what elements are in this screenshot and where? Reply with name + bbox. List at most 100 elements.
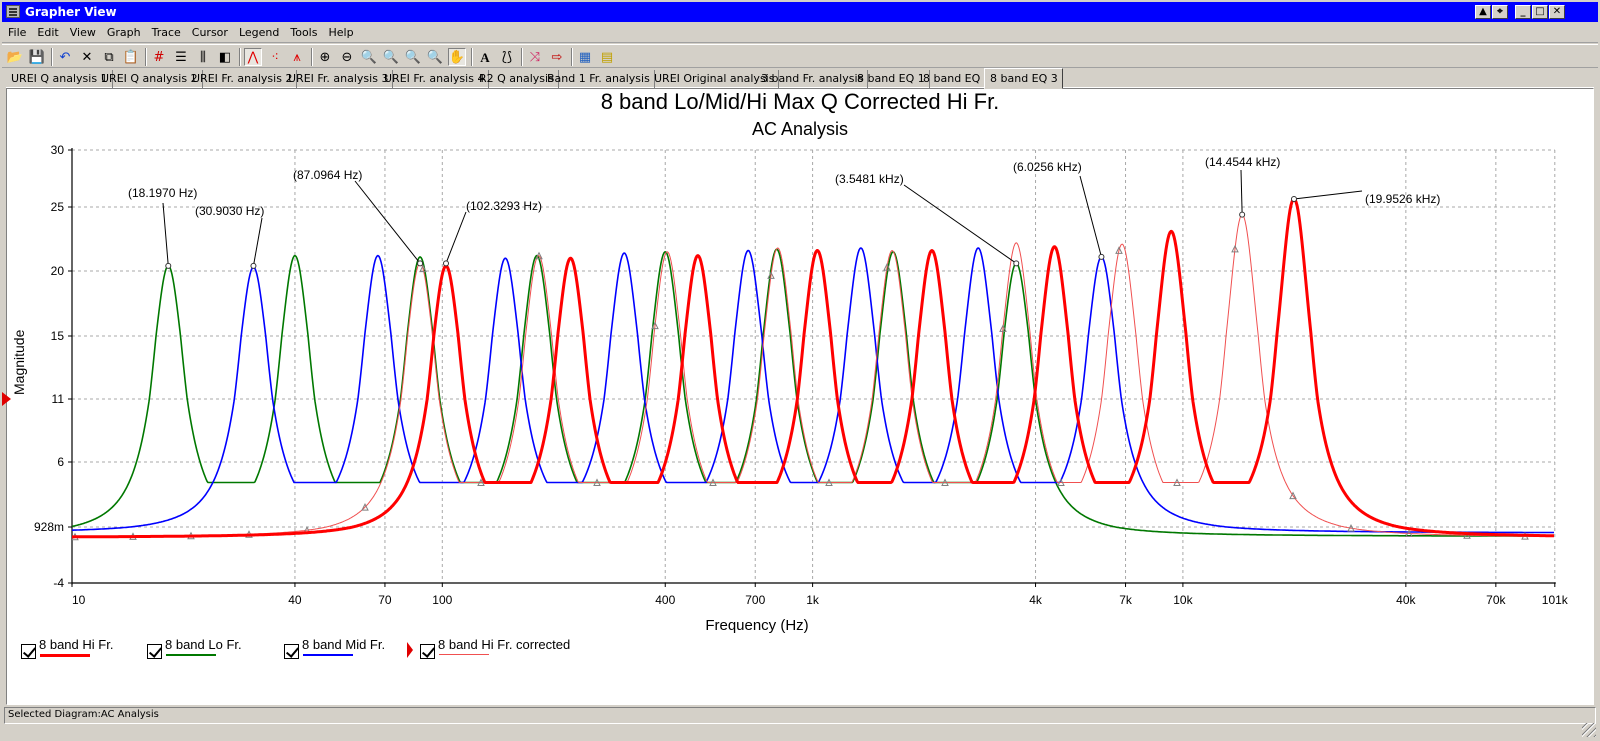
menu-cursor[interactable]: Cursor [191,26,228,39]
legend-checkbox[interactable] [420,644,435,659]
menu-file[interactable]: File [8,26,27,39]
trace-marker [593,478,601,487]
tab-8-band-eq-1[interactable]: 8 band EQ 1 [852,70,930,88]
cursor-button[interactable]: ⤨ [526,48,544,66]
legend-checkbox[interactable] [147,644,162,659]
plot-area[interactable]: 30 25 20 15 11 6 928m -4 10 40 70 100 400 700 1k 4k 7k 10… [7,89,1595,706]
close-button[interactable]: ✕ [1549,5,1565,19]
legend-label[interactable]: 8 band Mid Fr. [302,637,386,652]
cursor-annotation[interactable]: (14.4544 kHz) [1205,155,1280,218]
lines-points-mode-button[interactable]: ⩚ [288,48,306,66]
lines-mode-button[interactable]: ⋀ [244,48,262,66]
x-tick-label: 40k [1396,593,1416,607]
annotation-label: (19.9526 kHz) [1365,192,1440,206]
zoom-full-button[interactable]: 🔍 [360,48,378,66]
zoom-area-button[interactable]: 🔍 [382,48,400,66]
legend-swatch [439,654,489,655]
x-tick-label: 70 [378,593,392,607]
trace-8-band-hi-fr-corrected[interactable] [72,214,1554,538]
tab-urei-original-analysis[interactable]: UREI Original analysis [649,70,780,88]
annotation-point [417,260,424,267]
cursor-annotation[interactable]: (6.0256 kHz) [1013,160,1105,260]
toggle-legend-button[interactable]: ☰ [172,48,190,66]
cursor-annotation[interactable]: (18.1970 Hz) [128,186,197,269]
legend-label[interactable]: 8 band Hi Fr. corrected [438,637,571,652]
plot-properties-button[interactable]: ⫼ [194,48,212,66]
cursor-annotation[interactable]: (87.0964 Hz) [293,168,424,267]
plot-properties-icon: ⫼ [200,49,206,65]
cursor-annotation[interactable]: (102.3293 Hz) [443,199,543,267]
maximize-button[interactable]: □ [1532,5,1548,19]
tab-urei-fr-analysis-4[interactable]: UREI Fr. analysis 4 [379,70,490,88]
window-title: Grapher View [25,5,117,19]
legend-checkbox[interactable] [284,644,299,659]
menu-edit[interactable]: Edit [37,26,59,39]
zoom-in-button[interactable]: ⊕ [316,48,334,66]
cursor-annotation[interactable]: (19.9526 kHz) [1290,190,1440,206]
annotation-label: (6.0256 kHz) [1013,160,1082,174]
save-button[interactable]: 💾 [28,48,46,66]
annotation-point [1013,260,1020,267]
open-button[interactable]: 📂 [6,48,24,66]
menu-view[interactable]: View [69,26,96,39]
tab-band-1-fr-analysis[interactable]: Band 1 Fr. analysis [542,70,655,88]
annotation-label: (30.9030 Hz) [195,204,264,218]
cursor-annotation[interactable]: (30.9030 Hz) [195,204,264,269]
active-trace-marker[interactable] [2,392,11,406]
pan-hand-button[interactable]: ✋ [448,48,466,66]
tab-urei-fr-analysis-2[interactable]: UREI Fr. analysis 2 [187,70,298,88]
tab-r2-q-analysis[interactable]: R2 Q analysis [474,70,559,88]
menu-tools[interactable]: Tools [290,26,318,39]
tab-urei-fr-analysis-3[interactable]: UREI Fr. analysis 3 [283,70,394,88]
copy-button[interactable]: ⧉ [100,48,118,66]
black-white-button[interactable]: ◧ [216,48,234,66]
menu-help[interactable]: Help [328,26,354,39]
zoom-out-button[interactable]: ⊖ [338,48,356,66]
menu-legend[interactable]: Legend [238,26,280,39]
tab-urei-q-analysis-2[interactable]: UREI Q analysis 2 [96,70,203,88]
app-icon [6,5,20,18]
zoom-x-button[interactable]: 🔍 [404,48,422,66]
add-text-button[interactable]: A [476,48,494,66]
x-tick-label: 10 [72,593,86,607]
zoom-y-button[interactable]: 🔍 [426,48,444,66]
chart-subtitle: AC Analysis [751,119,849,139]
delete-button[interactable]: ✕ [78,48,96,66]
copy-table-button[interactable]: ▤ [598,48,616,66]
restore-up-button[interactable]: ▲ [1475,5,1491,19]
pin-button[interactable]: ⌖ [1492,5,1508,19]
trace-marker [1231,244,1239,253]
x-tick-label: 100 [432,593,452,607]
trace-8-band-lo-fr[interactable] [72,248,1554,537]
tab-urei-q-analysis-1[interactable]: UREI Q analysis 1 [6,70,113,88]
grid [72,149,1556,583]
cursor-annotation[interactable]: (3.5481 kHz) [835,172,1020,267]
title-bar: Grapher View ▲ ⌖ _ □ ✕ [0,0,1600,22]
label-button[interactable]: ⟅⟆ [498,48,516,66]
legend-checkbox[interactable] [21,644,36,659]
table-button[interactable]: ▦ [576,48,594,66]
y-tick-label: -4 [53,576,64,590]
grid-button[interactable]: # [150,48,168,66]
tab-3-band-fr-analysis[interactable]: 3 band Fr. analysis [756,70,869,88]
black-white-icon: ◧ [218,49,232,65]
trace-8-band-mid-fr[interactable] [72,247,1554,534]
annotation-point [443,260,450,267]
tab-8-band-eq-3[interactable]: 8 band EQ 3 [984,68,1063,89]
undo-button[interactable]: ↶ [56,48,74,66]
paste-button[interactable]: 📋 [122,48,140,66]
legend-label[interactable]: 8 band Hi Fr. [39,637,114,652]
annotation-point [1290,196,1297,203]
zoom-out-icon: ⊖ [341,49,353,65]
y-tick-label: 25 [51,200,65,214]
trace-8-band-hi-fr[interactable] [72,197,1555,539]
table-icon: ▦ [578,49,592,65]
menu-graph[interactable]: Graph [106,26,141,39]
minimize-button[interactable]: _ [1515,5,1531,19]
menu-trace[interactable]: Trace [151,26,181,39]
points-mode-button[interactable]: ⁖ [266,48,284,66]
legend-label[interactable]: 8 band Lo Fr. [165,637,242,652]
export-button[interactable]: ⇨ [548,48,566,66]
trace-marker [941,478,949,487]
resize-grip[interactable] [1582,723,1596,737]
